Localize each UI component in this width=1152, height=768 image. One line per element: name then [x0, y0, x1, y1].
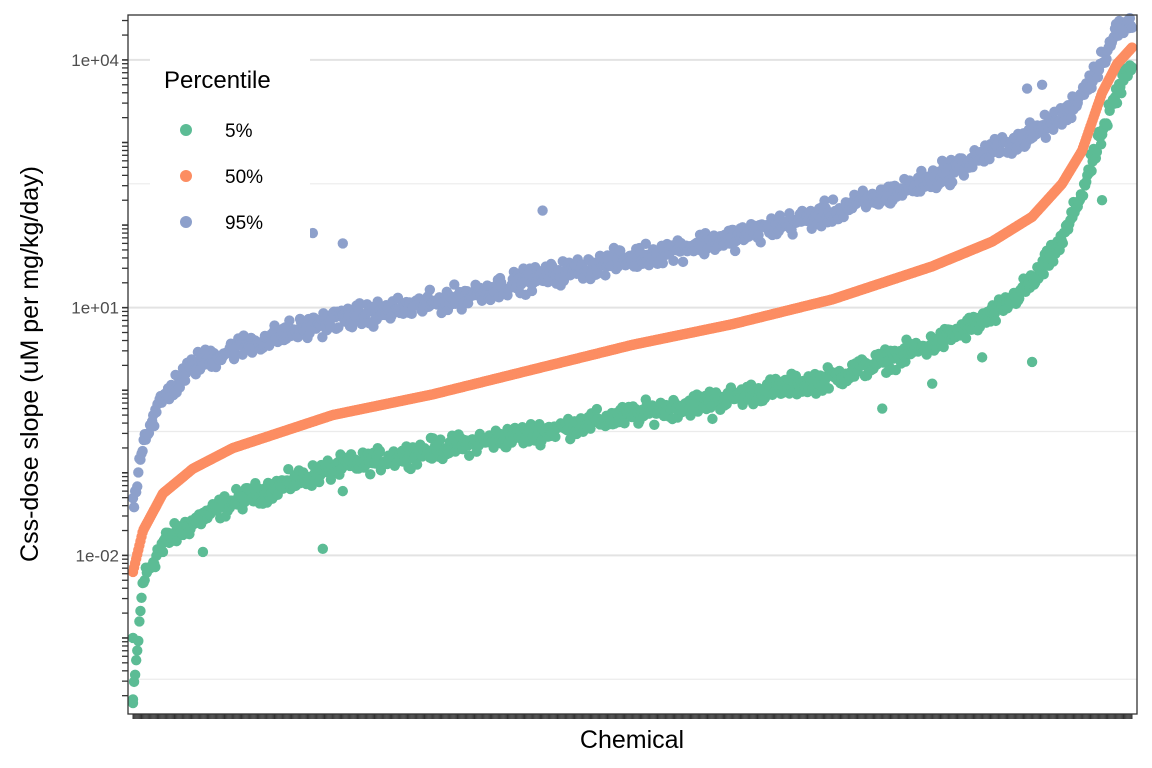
legend-label-50pct: 50%	[225, 167, 263, 188]
point-95pct	[827, 194, 839, 205]
point-95pct	[947, 176, 958, 188]
point-95pct	[640, 238, 651, 249]
point-5pct	[1096, 195, 1108, 206]
point-95pct	[1101, 53, 1112, 65]
x-axis-ticks	[132, 714, 1133, 719]
point-5pct	[132, 645, 143, 656]
legend-entries: 5% 50% 95%	[180, 121, 263, 234]
point-5pct	[435, 434, 446, 445]
point-5pct	[129, 669, 141, 681]
point-95pct	[787, 229, 798, 240]
point-5pct	[1091, 146, 1103, 158]
y-tick-label: 1e+04	[71, 51, 119, 70]
point-5pct	[960, 333, 972, 344]
point-5pct	[1057, 237, 1069, 249]
point-95pct	[1066, 112, 1077, 124]
point-95pct	[677, 256, 689, 268]
point-95pct	[936, 155, 948, 167]
point-5pct	[550, 431, 561, 443]
point-5pct	[1102, 120, 1113, 131]
point-5pct	[877, 403, 888, 414]
point-5pct	[1095, 139, 1107, 150]
point-95pct	[132, 481, 143, 492]
series-5pct	[127, 60, 1138, 709]
point-5pct	[135, 605, 146, 617]
point-5pct	[823, 383, 834, 394]
point-5pct	[365, 469, 376, 480]
y-tick-label: 1e+01	[71, 299, 119, 318]
point-5pct	[130, 654, 142, 666]
point-5pct	[976, 352, 988, 363]
point-95pct	[424, 284, 436, 295]
point-95pct	[137, 445, 148, 457]
legend-key-50pct	[180, 170, 192, 182]
point-5pct	[1126, 62, 1138, 73]
point-95pct	[263, 340, 275, 351]
point-95pct	[337, 238, 348, 249]
x-axis-title: Chemical	[580, 726, 684, 754]
point-95pct	[729, 245, 741, 257]
point-5pct	[649, 419, 660, 430]
point-95pct	[1021, 83, 1033, 94]
point-95pct	[149, 420, 160, 432]
point-5pct	[619, 418, 630, 429]
point-5pct	[1077, 190, 1089, 201]
point-5pct	[1086, 165, 1097, 177]
point-5pct	[1116, 88, 1127, 99]
legend-label-5pct: 5%	[225, 121, 253, 142]
point-5pct	[337, 485, 348, 497]
y-axis-title: Css-dose slope (uM per mg/kg/day)	[16, 166, 44, 562]
point-5pct	[150, 561, 161, 573]
point-95pct	[151, 407, 162, 418]
point-95pct	[600, 270, 611, 281]
point-95pct	[755, 237, 766, 248]
y-tick-label: 1e-02	[76, 546, 119, 565]
legend-background	[150, 55, 310, 245]
point-5pct	[900, 356, 911, 367]
point-5pct	[127, 632, 139, 644]
point-5pct	[990, 315, 1002, 327]
point-95pct	[657, 257, 669, 269]
point-95pct	[526, 285, 538, 297]
point-5pct	[1038, 269, 1049, 280]
y-axis-tick-labels: 1e-02 1e+01 1e+04	[71, 51, 119, 565]
point-5pct	[707, 413, 718, 425]
point-50pct	[1126, 42, 1138, 53]
point-5pct	[134, 616, 145, 627]
panel-border	[127, 14, 1138, 715]
series-50pct	[127, 42, 1138, 578]
legend-key-5pct	[180, 124, 192, 136]
point-5pct	[136, 592, 147, 603]
point-5pct	[591, 403, 603, 415]
point-95pct	[1040, 132, 1052, 144]
point-5pct	[317, 543, 329, 555]
point-95pct	[1036, 79, 1048, 90]
point-95pct	[284, 315, 295, 326]
point-5pct	[157, 546, 169, 558]
data-points	[127, 12, 1138, 709]
point-5pct	[127, 694, 139, 705]
y-axis-ticks	[122, 19, 128, 697]
point-5pct	[374, 445, 386, 457]
point-5pct	[1026, 356, 1038, 368]
point-95pct	[668, 255, 679, 267]
point-95pct	[133, 467, 144, 478]
point-95pct	[1116, 24, 1128, 36]
point-95pct	[449, 279, 460, 290]
point-5pct	[197, 546, 209, 558]
legend: Percentile 5% 50% 95%	[150, 55, 310, 245]
legend-title: Percentile	[164, 67, 271, 94]
point-5pct	[1111, 97, 1123, 109]
point-95pct	[1126, 22, 1138, 34]
point-95pct	[537, 205, 548, 216]
point-95pct	[128, 502, 140, 513]
point-5pct	[927, 378, 938, 389]
series-95pct	[127, 12, 1138, 513]
legend-key-95pct	[180, 216, 192, 228]
point-5pct	[411, 459, 423, 470]
point-95pct	[307, 227, 319, 239]
legend-label-95pct: 95%	[225, 213, 263, 234]
